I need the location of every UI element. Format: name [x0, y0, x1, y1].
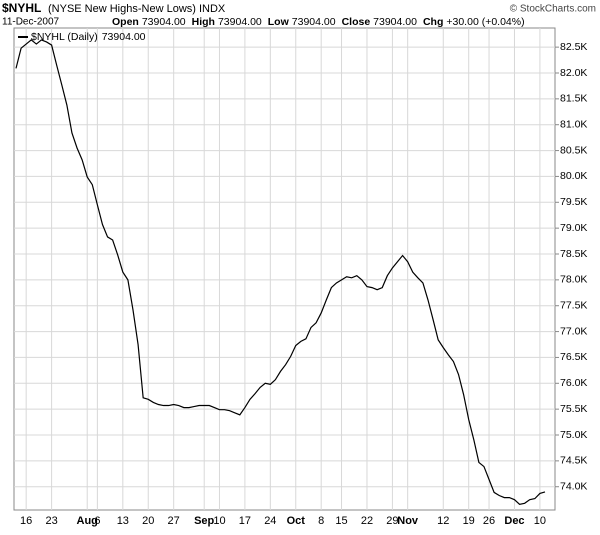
field-value: 73904.00 [218, 16, 262, 28]
legend-value: 73904.00 [102, 31, 146, 43]
plot-frame [13, 27, 556, 511]
legend-label: $NYHL (Daily) [31, 31, 98, 43]
field-value: 73904.00 [373, 16, 417, 28]
x-tick-label: 29 [386, 515, 398, 527]
x-tick-label: 17 [239, 515, 251, 527]
field-value: +30.00 (+0.04%) [446, 16, 524, 28]
series-line [15, 39, 546, 505]
y-tick-label: 81.0K [560, 118, 587, 130]
x-tick-label: 10 [213, 515, 225, 527]
y-tick-label: 79.0K [560, 222, 587, 234]
x-tick-label: 23 [45, 515, 57, 527]
field-label: Close [342, 16, 371, 28]
x-tick-label: Nov [397, 515, 419, 527]
x-tick-label: 16 [20, 515, 32, 527]
field-label: Low [268, 16, 290, 28]
field-value: 73904.00 [142, 16, 186, 28]
x-tick-label: Aug [77, 515, 98, 527]
y-tick-label: 74.0K [560, 481, 587, 493]
y-tick-label: 77.0K [560, 325, 587, 337]
y-tick-label: 76.0K [560, 377, 587, 389]
x-tick-label: 8 [318, 515, 324, 527]
y-tick-label: 82.5K [560, 41, 587, 53]
y-tick-label: 81.5K [560, 93, 587, 105]
chart-subtitle: (NYSE New Highs-New Lows) INDX [48, 3, 226, 15]
x-tick-label: 13 [117, 515, 129, 527]
y-tick-label: 78.0K [560, 274, 587, 286]
field-label: High [192, 16, 215, 28]
date: 11-Dec-2007 [2, 17, 60, 28]
x-tick-label: 20 [142, 515, 154, 527]
field-label: Chg [423, 16, 443, 28]
x-tick-label: 22 [361, 515, 373, 527]
ohlc-fields: Open 73904.00 High 73904.00 Low 73904.00 Close… [112, 16, 525, 28]
y-tick-label: 80.0K [560, 170, 587, 182]
x-tick-label: 24 [264, 515, 276, 527]
y-tick-label: 76.5K [560, 351, 587, 363]
field-value: 73904.00 [292, 16, 336, 28]
x-tick-label: Sep [194, 515, 214, 527]
field-label: Open [112, 16, 139, 28]
y-tick-label: 77.5K [560, 300, 587, 312]
y-tick-label: 80.5K [560, 144, 587, 156]
x-tick-label: 15 [335, 515, 347, 527]
chart-title: $NYHL [2, 1, 41, 15]
credit: © StockCharts.com [510, 4, 596, 15]
y-tick-label: 75.0K [560, 429, 587, 441]
y-tick-label: 75.5K [560, 403, 587, 415]
y-tick-label: 74.5K [560, 455, 587, 467]
x-tick-label: 6 [94, 515, 100, 527]
x-tick-label: 19 [463, 515, 475, 527]
x-tick-label: 26 [483, 515, 495, 527]
x-tick-label: 27 [168, 515, 180, 527]
x-tick-label: 10 [534, 515, 546, 527]
y-tick-label: 82.0K [560, 67, 587, 79]
x-tick-label: 12 [437, 515, 449, 527]
y-tick-label: 79.5K [560, 196, 587, 208]
x-tick-label: Dec [504, 515, 524, 527]
y-tick-label: 78.5K [560, 248, 587, 260]
x-tick-label: Oct [287, 515, 306, 527]
